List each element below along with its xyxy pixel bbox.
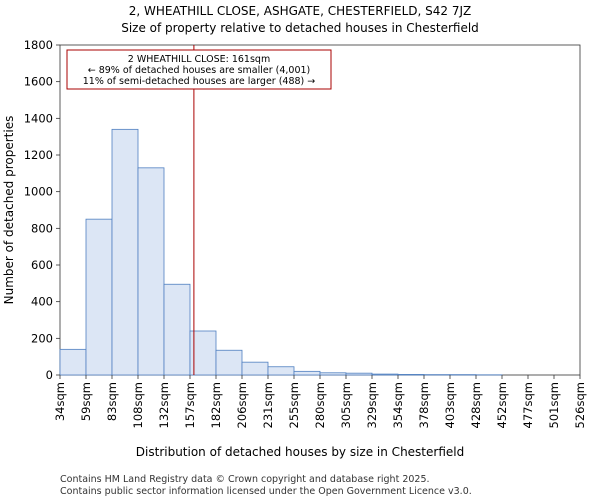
x-tick-label: 403sqm — [443, 382, 457, 428]
x-tick-label: 231sqm — [261, 382, 275, 428]
x-tick-label: 477sqm — [521, 382, 535, 428]
bar-59sqm — [85, 218, 113, 376]
y-tick-label: 1400 — [24, 111, 53, 125]
bar-305sqm — [345, 372, 373, 376]
bar-280sqm — [319, 372, 347, 376]
x-tick-label: 59sqm — [79, 382, 93, 421]
y-tick-label: 1600 — [24, 75, 53, 89]
x-tick-label: 108sqm — [131, 382, 145, 428]
chart-subtitle: Size of property relative to detached ho… — [121, 21, 479, 35]
bar-354sqm — [397, 374, 425, 376]
bar-132sqm — [163, 283, 191, 376]
x-tick-label: 329sqm — [365, 382, 379, 428]
footer-line-2: Contains public sector information licen… — [60, 486, 472, 497]
bar-series — [59, 128, 503, 376]
y-tick-label: 1000 — [24, 185, 53, 199]
bar-108sqm — [137, 167, 165, 376]
annotation-box: 2 WHEATHILL CLOSE: 161sqm ← 89% of detac… — [66, 49, 332, 90]
x-tick-label: 280sqm — [313, 382, 327, 428]
y-axis: 0 200 400 600 800 1000 1200 1400 1600 1800 — [24, 38, 60, 382]
bar-329sqm — [371, 373, 399, 376]
annotation-line-1: 2 WHEATHILL CLOSE: 161sqm — [128, 54, 270, 65]
x-tick-label: 452sqm — [495, 382, 509, 428]
x-tick-label: 255sqm — [287, 382, 301, 428]
y-tick-label: 1200 — [24, 148, 53, 162]
y-axis-label: Number of detached properties — [2, 116, 16, 305]
x-tick-label: 83sqm — [105, 382, 119, 421]
annotation-line-3: 11% of semi-detached houses are larger (… — [83, 76, 316, 87]
x-tick-label: 428sqm — [469, 382, 483, 428]
x-tick-label: 305sqm — [339, 382, 353, 428]
bar-206sqm — [241, 361, 269, 376]
x-tick-label: 34sqm — [53, 382, 67, 421]
bar-34sqm — [59, 348, 87, 376]
y-tick-label: 400 — [31, 295, 53, 309]
bar-231sqm — [267, 366, 295, 376]
y-tick-label: 0 — [46, 368, 53, 382]
bar-255sqm — [293, 370, 321, 376]
annotation-frame — [66, 49, 332, 90]
x-tick-label: 378sqm — [417, 382, 431, 428]
x-tick-label: 354sqm — [391, 382, 405, 428]
x-tick-label: 157sqm — [183, 382, 197, 428]
y-tick-label: 200 — [31, 331, 53, 345]
y-tick-label: 800 — [31, 221, 53, 235]
bar-83sqm — [111, 128, 139, 376]
x-tick-label: 132sqm — [157, 382, 171, 428]
x-tick-label: 501sqm — [547, 382, 561, 428]
x-axis: 34sqm 59sqm 83sqm 108sqm 132sqm 157sqm 182sqm 2… — [53, 375, 587, 428]
x-tick-label: 182sqm — [209, 382, 223, 428]
footer-line-1: Contains HM Land Registry data © Crown c… — [60, 474, 430, 485]
x-tick-label: 206sqm — [235, 382, 249, 428]
bar-182sqm — [215, 349, 243, 376]
y-tick-label: 600 — [31, 258, 53, 272]
annotation-line-2: ← 89% of detached houses are smaller (4,… — [88, 65, 311, 76]
x-tick-label: 526sqm — [573, 382, 587, 428]
y-tick-label: 1800 — [24, 38, 53, 52]
x-axis-label: Distribution of detached houses by size … — [136, 445, 464, 459]
chart-title: 2, WHEATHILL CLOSE, ASHGATE, CHESTERFIEL… — [129, 4, 472, 18]
